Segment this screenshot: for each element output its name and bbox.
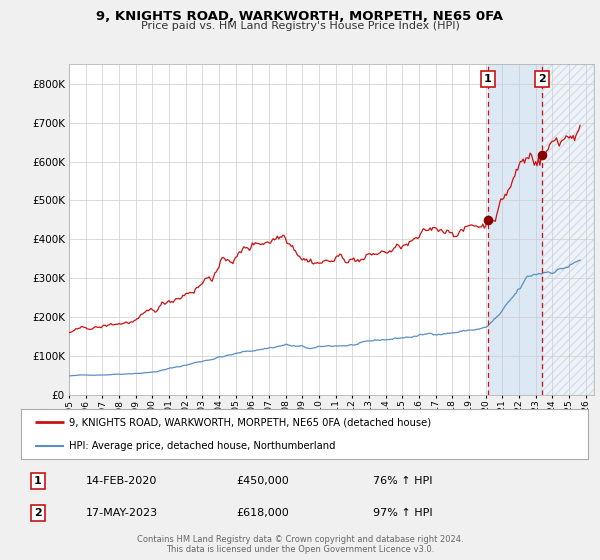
Text: 97% ↑ HPI: 97% ↑ HPI: [373, 508, 432, 518]
Text: 76% ↑ HPI: 76% ↑ HPI: [373, 476, 432, 486]
Text: HPI: Average price, detached house, Northumberland: HPI: Average price, detached house, Nort…: [69, 441, 335, 451]
Text: 2: 2: [538, 74, 546, 84]
Bar: [488, 64, 542, 395]
Text: Contains HM Land Registry data © Crown copyright and database right 2024.: Contains HM Land Registry data © Crown c…: [137, 535, 463, 544]
Text: Price paid vs. HM Land Registry's House Price Index (HPI): Price paid vs. HM Land Registry's House …: [140, 21, 460, 31]
Text: £618,000: £618,000: [236, 508, 289, 518]
Point: [537, 150, 547, 159]
Point: [483, 216, 493, 225]
Text: 14-FEB-2020: 14-FEB-2020: [86, 476, 158, 486]
Text: 17-MAY-2023: 17-MAY-2023: [86, 508, 158, 518]
Text: 9, KNIGHTS ROAD, WARKWORTH, MORPETH, NE65 0FA: 9, KNIGHTS ROAD, WARKWORTH, MORPETH, NE6…: [97, 10, 503, 23]
Text: 1: 1: [34, 476, 42, 486]
Text: 2: 2: [34, 508, 42, 518]
Text: £450,000: £450,000: [236, 476, 289, 486]
Bar: [542, 64, 594, 395]
Text: 9, KNIGHTS ROAD, WARKWORTH, MORPETH, NE65 0FA (detached house): 9, KNIGHTS ROAD, WARKWORTH, MORPETH, NE6…: [69, 417, 431, 427]
Text: This data is licensed under the Open Government Licence v3.0.: This data is licensed under the Open Gov…: [166, 545, 434, 554]
Text: 1: 1: [484, 74, 491, 84]
